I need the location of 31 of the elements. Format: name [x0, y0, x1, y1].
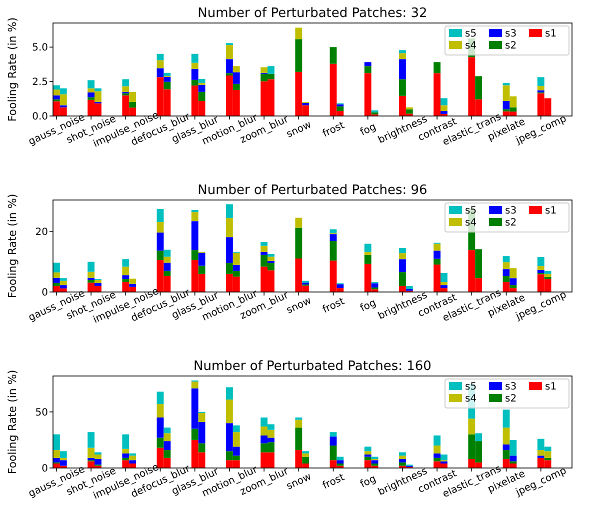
chart-title: Number of Perturbated Patches: 160	[194, 359, 432, 374]
legend-label: s5	[465, 382, 477, 392]
x-tick-label: frost	[321, 120, 346, 140]
x-tick-label: fog	[358, 122, 378, 138]
y-tick-label: 50	[35, 407, 48, 418]
x-tick-label: fog	[358, 298, 378, 314]
y-tick-label: 20	[35, 227, 48, 238]
legend-label: s3	[505, 206, 517, 216]
legend-label: s1	[545, 382, 557, 392]
y-axis-title: Fooling Rate (in %)	[6, 17, 19, 122]
legend-label: s1	[545, 206, 557, 216]
legend-label: s3	[505, 382, 517, 392]
y-tick-label: 2.5	[32, 77, 48, 88]
legend-label: s3	[505, 28, 517, 40]
x-tick-label: frost	[321, 296, 346, 316]
legend-label: s4	[465, 218, 477, 228]
x-tick-label: fog	[358, 474, 378, 490]
legend-label: s4	[465, 40, 477, 52]
legend-label: s2	[505, 40, 517, 52]
legend-label: s2	[505, 394, 517, 404]
x-tick-label: frost	[321, 472, 346, 492]
chart-title: Number of Perturbated Patches: 96	[198, 183, 428, 198]
legend-label: s5	[465, 28, 477, 40]
y-axis-title: Fooling Rate (in %)	[6, 194, 19, 298]
legend-label: s4	[465, 394, 477, 404]
legend-label: s5	[465, 206, 477, 216]
y-tick-label: 5.0	[32, 42, 48, 54]
chart-title: Number of Perturbated Patches: 32	[198, 6, 428, 21]
y-axis-title: Fooling Rate (in %)	[6, 370, 19, 474]
legend-label: s2	[505, 218, 517, 228]
legend-label: s1	[545, 28, 557, 40]
